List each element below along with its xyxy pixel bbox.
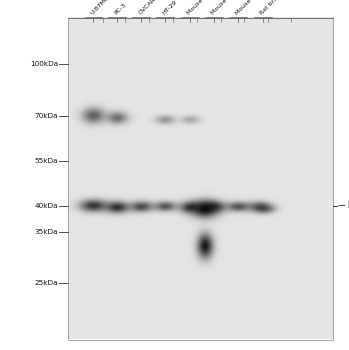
Text: U-87MG: U-87MG bbox=[90, 0, 111, 16]
Text: 35kDa: 35kDa bbox=[35, 229, 58, 235]
Text: Mouse skeletal muscle: Mouse skeletal muscle bbox=[210, 0, 264, 16]
Bar bbox=[68, 18, 333, 340]
Text: 55kDa: 55kDa bbox=[35, 158, 58, 164]
Text: Rat brain: Rat brain bbox=[259, 0, 283, 16]
Text: PC-3: PC-3 bbox=[113, 2, 127, 16]
Text: 25kDa: 25kDa bbox=[35, 280, 58, 286]
Text: 40kDa: 40kDa bbox=[35, 203, 58, 209]
Text: 100kDa: 100kDa bbox=[30, 61, 58, 67]
Text: OVCAR3: OVCAR3 bbox=[138, 0, 159, 16]
Text: Mouse brain: Mouse brain bbox=[186, 0, 217, 16]
Text: 70kDa: 70kDa bbox=[35, 113, 58, 119]
Text: — B4GALT2: — B4GALT2 bbox=[338, 201, 349, 210]
Text: Mouse large intestine: Mouse large intestine bbox=[234, 0, 286, 16]
Text: HT-29: HT-29 bbox=[161, 0, 178, 16]
